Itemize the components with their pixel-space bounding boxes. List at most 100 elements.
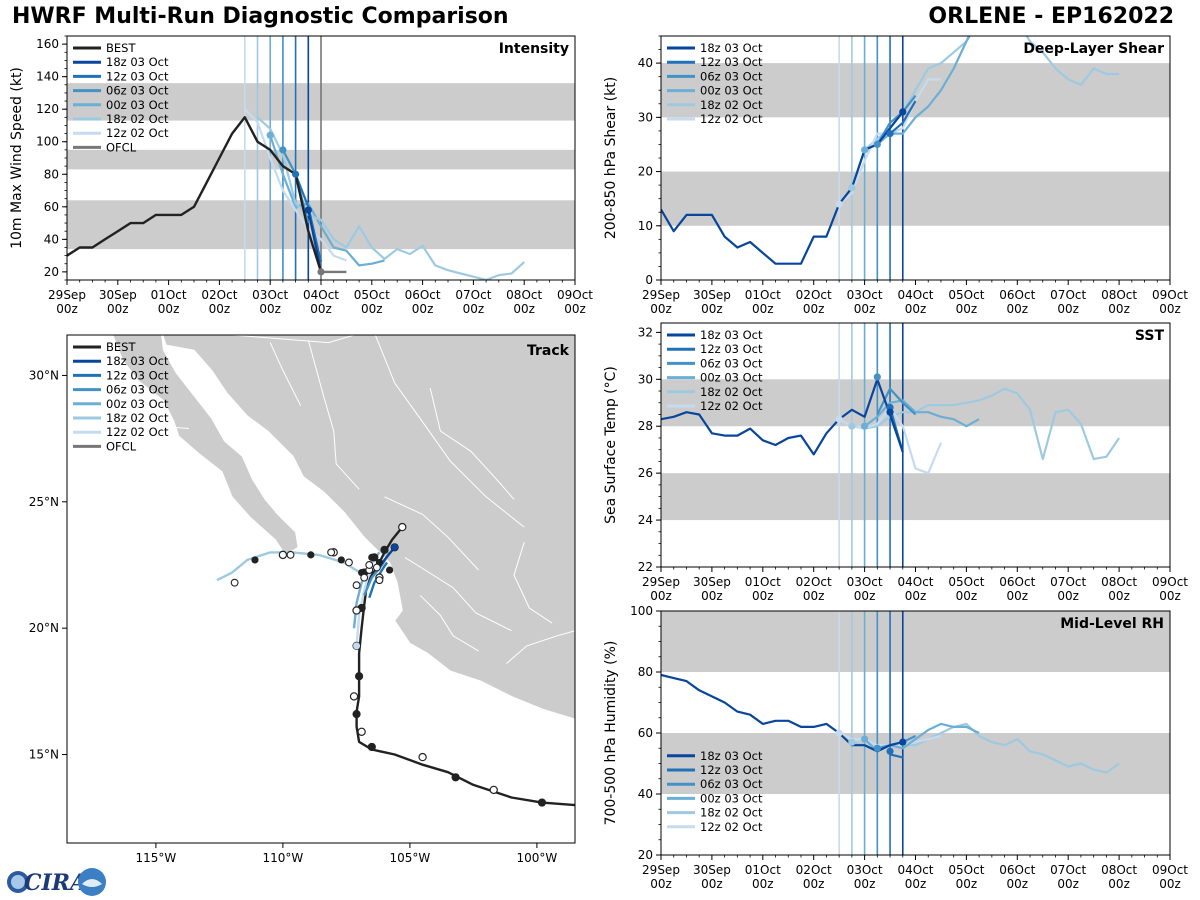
- sst-series-06z-03-oct: [876, 387, 917, 416]
- intensity-x-tick-date-3: 02Oct: [201, 288, 237, 302]
- sst-x-tick-hour-6: 00z: [956, 589, 978, 603]
- sst-x-tick-hour-2: 00z: [752, 589, 774, 603]
- track-point-open-position: [344, 558, 353, 567]
- logo-globe-inner-icon: [11, 875, 25, 889]
- intensity-x-tick-hour-1: 00z: [107, 302, 129, 316]
- rh-y-tick-label-20: 20: [638, 848, 653, 862]
- intensity-legend-label-06z-03-oct: 06z 03 Oct: [106, 84, 169, 98]
- intensity-x-tick-date-0: 29Sep: [48, 288, 86, 302]
- shear-y-tick-label-30: 30: [638, 110, 653, 124]
- rh-marker-06z-03-oct: [873, 744, 881, 752]
- intensity-x-tick-hour-3: 00z: [209, 302, 231, 316]
- track-lines-group: [216, 522, 575, 807]
- shear-x-tick-date-5: 04Oct: [897, 288, 933, 302]
- sst-y-tick-label-24: 24: [638, 513, 653, 527]
- rh-marker-12z-03-oct: [886, 747, 894, 755]
- shear-x-tick-hour-4: 00z: [854, 302, 876, 316]
- intensity-x-tick-date-1: 30Sep: [99, 288, 137, 302]
- state-border-line-5: [419, 594, 479, 652]
- shear-x-tick-hour-10: 00z: [1159, 302, 1181, 316]
- track-frame: [66, 334, 576, 844]
- rh-legend-label-06z-03-oct: 06z 03 Oct: [700, 777, 763, 791]
- track-point-open-position: [360, 573, 369, 582]
- sst-x-tick-date-9: 08Oct: [1101, 575, 1137, 589]
- shear-y-tick-label-20: 20: [638, 165, 653, 179]
- shear-series-12z-03-oct: [889, 100, 917, 135]
- rh-x-tick-date-3: 02Oct: [796, 863, 832, 877]
- rh-legend-label-18z-03-oct: 18z 03 Oct: [700, 749, 763, 763]
- track-point-filled-best: [355, 672, 364, 681]
- intensity-marker-06z-03-oct: [279, 146, 287, 154]
- rh-marker-12z-02-oct: [835, 729, 843, 737]
- track-point-filled-best: [367, 742, 376, 752]
- shear-x-tick-hour-2: 00z: [752, 302, 774, 316]
- state-border-line-3: [384, 496, 479, 571]
- rh-marker-18z-03-oct: [899, 738, 907, 746]
- intensity-x-tick-date-9: 08Oct: [506, 288, 542, 302]
- cira-logo: CIRA: [7, 868, 106, 896]
- track-lat-label-0: 15°N: [29, 748, 59, 762]
- rh-legend-label-12z-02-oct: 12z 02 Oct: [700, 820, 763, 834]
- shear-x-tick-hour-8: 00z: [1057, 302, 1079, 316]
- shear-marker-12z-02-oct: [835, 200, 843, 208]
- track-point-filled-best: [352, 710, 361, 719]
- intensity-legend-label-12z-02-oct: 12z 02 Oct: [106, 126, 169, 140]
- shear-series-18z-03-oct: [661, 111, 904, 265]
- intensity-x-tick-date-2: 01Oct: [151, 288, 187, 302]
- track-point-filled-position: [307, 551, 315, 559]
- sst-x-tick-date-7: 06Oct: [999, 575, 1035, 589]
- rh-band-1: [661, 611, 1170, 672]
- state-border-line-9: [155, 425, 189, 429]
- shear-legend-label-06z-03-oct: 06z 03 Oct: [700, 69, 763, 83]
- intensity-legend-label-ofcl: OFCL: [106, 140, 137, 154]
- state-border-line-10: [230, 335, 357, 344]
- shear-y-axis-label: 200-850 hPa Shear (kt): [603, 77, 619, 239]
- sst-x-tick-date-10: 09Oct: [1152, 575, 1188, 589]
- rh-x-tick-hour-1: 00z: [701, 877, 723, 891]
- intensity-x-tick-hour-6: 00z: [361, 302, 383, 316]
- rh-marker-18z-02-oct: [848, 738, 856, 746]
- sst-series-18z-03-oct: [661, 378, 904, 456]
- intensity-x-tick-hour-8: 00z: [463, 302, 485, 316]
- sst-x-tick-date-6: 05Oct: [948, 575, 984, 589]
- track-point-open-18z-02-oct: [278, 550, 288, 560]
- intensity-legend-label-12z-03-oct: 12z 03 Oct: [106, 69, 169, 83]
- intensity-x-tick-hour-9: 00z: [513, 302, 535, 316]
- rh-x-tick-hour-4: 00z: [854, 877, 876, 891]
- intensity-y-tick-label-120: 120: [36, 102, 59, 116]
- rh-x-tick-hour-8: 00z: [1057, 877, 1079, 891]
- shear-legend-label-18z-03-oct: 18z 03 Oct: [700, 41, 763, 55]
- track-lat-label-2: 25°N: [29, 495, 59, 509]
- track-legend-label-06z-03-oct: 06z 03 Oct: [106, 383, 169, 397]
- intensity-y-tick-label-100: 100: [36, 135, 59, 149]
- intensity-x-tick-hour-2: 00z: [158, 302, 180, 316]
- shear-x-tick-hour-7: 00z: [1007, 302, 1029, 316]
- track-point-filled-position: [385, 566, 394, 574]
- shear-x-tick-hour-1: 00z: [701, 302, 723, 316]
- track-point-open-best: [398, 522, 407, 532]
- shear-x-tick-hour-0: 00z: [650, 302, 672, 316]
- intensity-x-tick-date-10: 09Oct: [557, 288, 593, 302]
- track-point-open-position: [352, 581, 361, 590]
- track-lat-label-3: 30°N: [29, 368, 59, 382]
- sst-y-axis-label: Sea Surface Temp (°C): [603, 366, 619, 524]
- shear-y-tick-label-10: 10: [638, 219, 653, 233]
- track-point-open-best: [357, 727, 366, 736]
- track-legend-label-18z-03-oct: 18z 03 Oct: [106, 354, 169, 368]
- shear-marker-00z-03-oct: [861, 146, 869, 154]
- track-lon-label-2: 105°W: [390, 851, 431, 865]
- track-lat-label-1: 20°N: [29, 621, 59, 635]
- track-point-open-position: [230, 578, 239, 587]
- sst-x-tick-hour-1: 00z: [701, 589, 723, 603]
- shear-x-tick-date-2: 01Oct: [745, 288, 781, 302]
- state-border-line-7: [506, 630, 575, 664]
- rh-series-18z-03-oct: [661, 673, 904, 753]
- sst-x-tick-date-3: 02Oct: [796, 575, 832, 589]
- track-lon-label-0: 115°W: [136, 851, 177, 865]
- rh-x-tick-date-9: 08Oct: [1101, 863, 1137, 877]
- shear-x-tick-hour-6: 00z: [956, 302, 978, 316]
- rh-x-tick-date-8: 07Oct: [1050, 863, 1086, 877]
- intensity-y-tick-label-140: 140: [36, 70, 59, 84]
